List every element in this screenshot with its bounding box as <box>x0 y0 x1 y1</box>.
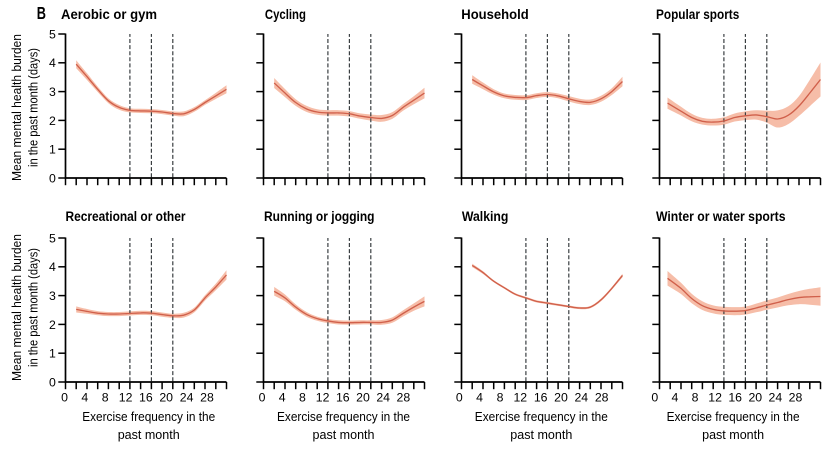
svg-text:Exercise frequency in the: Exercise frequency in the <box>667 410 800 424</box>
svg-text:past month: past month <box>118 428 180 442</box>
svg-text:24: 24 <box>376 391 390 405</box>
svg-text:28: 28 <box>595 391 609 405</box>
svg-text:Running or jogging: Running or jogging <box>264 209 375 224</box>
svg-text:12: 12 <box>513 391 527 405</box>
svg-text:Recreational or other: Recreational or other <box>66 209 187 224</box>
svg-text:28: 28 <box>789 391 803 405</box>
svg-text:8: 8 <box>497 391 504 405</box>
svg-text:8: 8 <box>692 391 699 405</box>
svg-text:4: 4 <box>476 391 483 405</box>
svg-text:20: 20 <box>159 391 173 405</box>
svg-text:16: 16 <box>728 391 742 405</box>
svg-text:20: 20 <box>748 391 762 405</box>
svg-text:Exercise frequency in the: Exercise frequency in the <box>277 410 410 424</box>
svg-text:12: 12 <box>708 391 722 405</box>
svg-text:B: B <box>37 3 46 23</box>
svg-text:12: 12 <box>119 391 133 405</box>
svg-text:5: 5 <box>49 27 56 41</box>
svg-text:Popular sports: Popular sports <box>656 7 739 22</box>
svg-text:Walking: Walking <box>462 209 509 224</box>
svg-text:4: 4 <box>279 391 286 405</box>
svg-text:1: 1 <box>49 143 56 157</box>
svg-text:past month: past month <box>313 428 375 442</box>
svg-text:Winter or water sports: Winter or water sports <box>656 209 786 224</box>
svg-text:past month: past month <box>510 428 572 442</box>
svg-text:1: 1 <box>49 347 56 361</box>
svg-text:Mean mental health burden: Mean mental health burden <box>9 234 24 381</box>
svg-text:Cycling: Cycling <box>265 7 306 22</box>
svg-text:24: 24 <box>769 391 783 405</box>
svg-text:0: 0 <box>456 391 463 405</box>
svg-text:Aerobic or gym: Aerobic or gym <box>61 7 157 22</box>
svg-text:24: 24 <box>574 391 588 405</box>
svg-text:0: 0 <box>49 171 56 185</box>
svg-text:3: 3 <box>49 289 56 303</box>
svg-text:in the past month (days): in the past month (days) <box>26 48 41 167</box>
svg-text:24: 24 <box>180 391 194 405</box>
svg-text:Mean mental health burden: Mean mental health burden <box>9 34 24 181</box>
svg-text:16: 16 <box>336 391 350 405</box>
svg-text:2: 2 <box>49 318 56 332</box>
svg-text:28: 28 <box>397 391 411 405</box>
svg-text:4: 4 <box>671 391 678 405</box>
svg-text:Exercise frequency in the: Exercise frequency in the <box>475 410 608 424</box>
svg-text:20: 20 <box>356 391 370 405</box>
svg-text:20: 20 <box>554 391 568 405</box>
svg-text:16: 16 <box>139 391 153 405</box>
svg-text:0: 0 <box>259 391 266 405</box>
svg-text:8: 8 <box>299 391 306 405</box>
svg-text:0: 0 <box>651 391 658 405</box>
svg-text:in the past month (days): in the past month (days) <box>26 248 41 367</box>
svg-text:2: 2 <box>49 114 56 128</box>
svg-text:0: 0 <box>49 375 56 389</box>
svg-text:past month: past month <box>702 428 764 442</box>
svg-text:8: 8 <box>102 391 109 405</box>
svg-text:4: 4 <box>49 260 56 274</box>
svg-text:28: 28 <box>200 391 214 405</box>
svg-text:Exercise frequency in the: Exercise frequency in the <box>82 410 215 424</box>
svg-text:3: 3 <box>49 85 56 99</box>
svg-text:12: 12 <box>316 391 330 405</box>
svg-text:4: 4 <box>49 56 56 70</box>
svg-text:16: 16 <box>534 391 548 405</box>
svg-text:4: 4 <box>81 391 88 405</box>
svg-text:5: 5 <box>49 231 56 245</box>
svg-text:Household: Household <box>461 7 528 22</box>
svg-text:0: 0 <box>61 391 68 405</box>
